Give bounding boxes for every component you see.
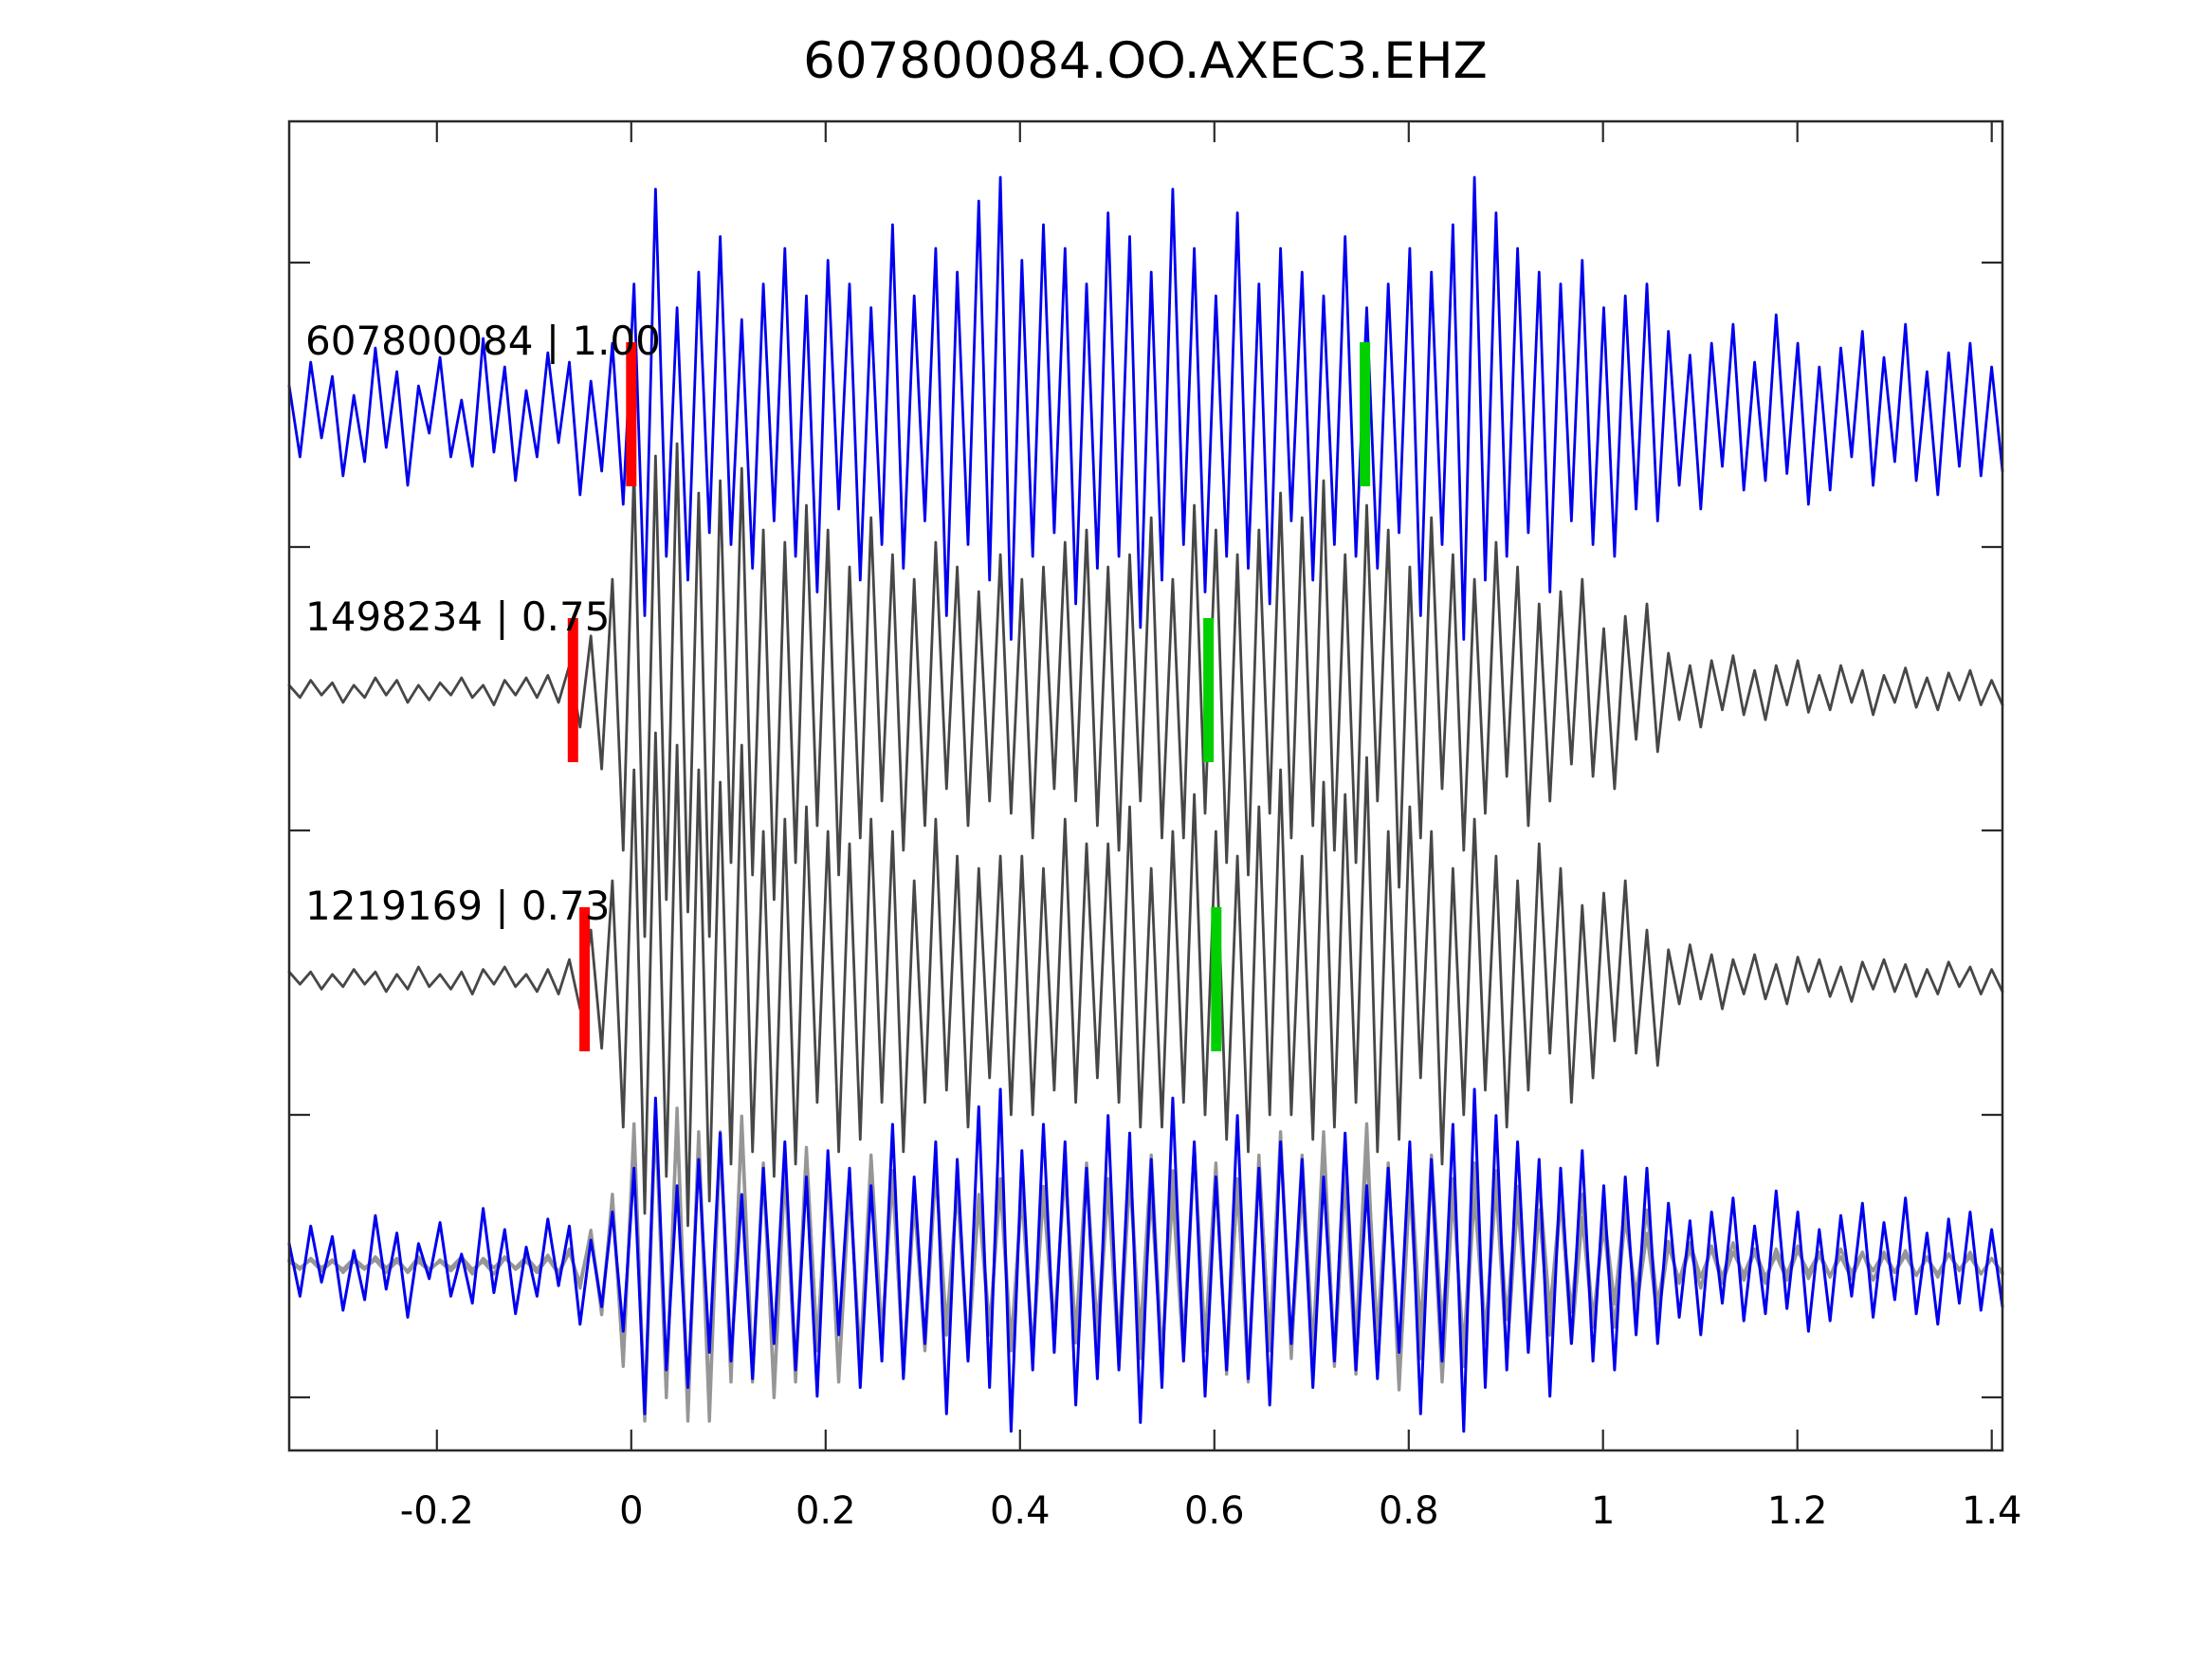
x-tick-label: 0 <box>619 1489 643 1533</box>
trace-panel-4 <box>287 1087 2004 1433</box>
waveform-detection <box>287 175 2004 641</box>
trace-label-panel-3: 1219169 | 0.73 <box>305 883 610 929</box>
trace-panel-2 <box>287 442 2004 939</box>
x-tick-label: 0.8 <box>1379 1489 1439 1533</box>
markers-layer <box>567 342 1371 1051</box>
axis-layer: -0.2 0 0.2 0.4 0.6 0.8 1 1.2 1.4 <box>287 119 2022 1533</box>
x-tick-label: 0.2 <box>795 1489 856 1533</box>
figure-title: 607800084.OO.AXEC3.EHZ <box>803 32 1488 90</box>
traces-layer <box>287 175 2004 1433</box>
waveform-template_1498234 <box>287 442 2004 939</box>
labels-layer: 607800084 | 1.00 1498234 | 0.75 1219169 | … <box>305 318 661 929</box>
x-tick-label: 1.4 <box>1962 1489 2022 1533</box>
pick-marker-green-panel-2 <box>1203 618 1215 762</box>
x-tick-label: 1 <box>1591 1489 1615 1533</box>
x-tick-label: 0.4 <box>990 1489 1051 1533</box>
pick-marker-green-panel-1 <box>1360 342 1371 486</box>
trace-panel-3 <box>287 731 2004 1228</box>
pick-marker-green-panel-3 <box>1211 907 1222 1051</box>
pick-marker-red-panel-1 <box>626 342 637 486</box>
waveform-template_1219169 <box>287 731 2004 1228</box>
pick-marker-red-panel-3 <box>579 907 591 1051</box>
pick-marker-red-panel-2 <box>567 618 578 762</box>
trace-panel-1 <box>287 175 2004 641</box>
x-tick-label: 1.2 <box>1767 1489 1828 1533</box>
x-tick-label: -0.2 <box>400 1489 474 1533</box>
plot-border <box>287 119 2004 1452</box>
waveform-detection-overlay <box>287 1087 2004 1433</box>
trace-label-panel-1: 607800084 | 1.00 <box>305 318 661 364</box>
trace-label-panel-2: 1498234 | 0.75 <box>305 593 610 640</box>
x-tick-label: 0.6 <box>1184 1489 1245 1533</box>
